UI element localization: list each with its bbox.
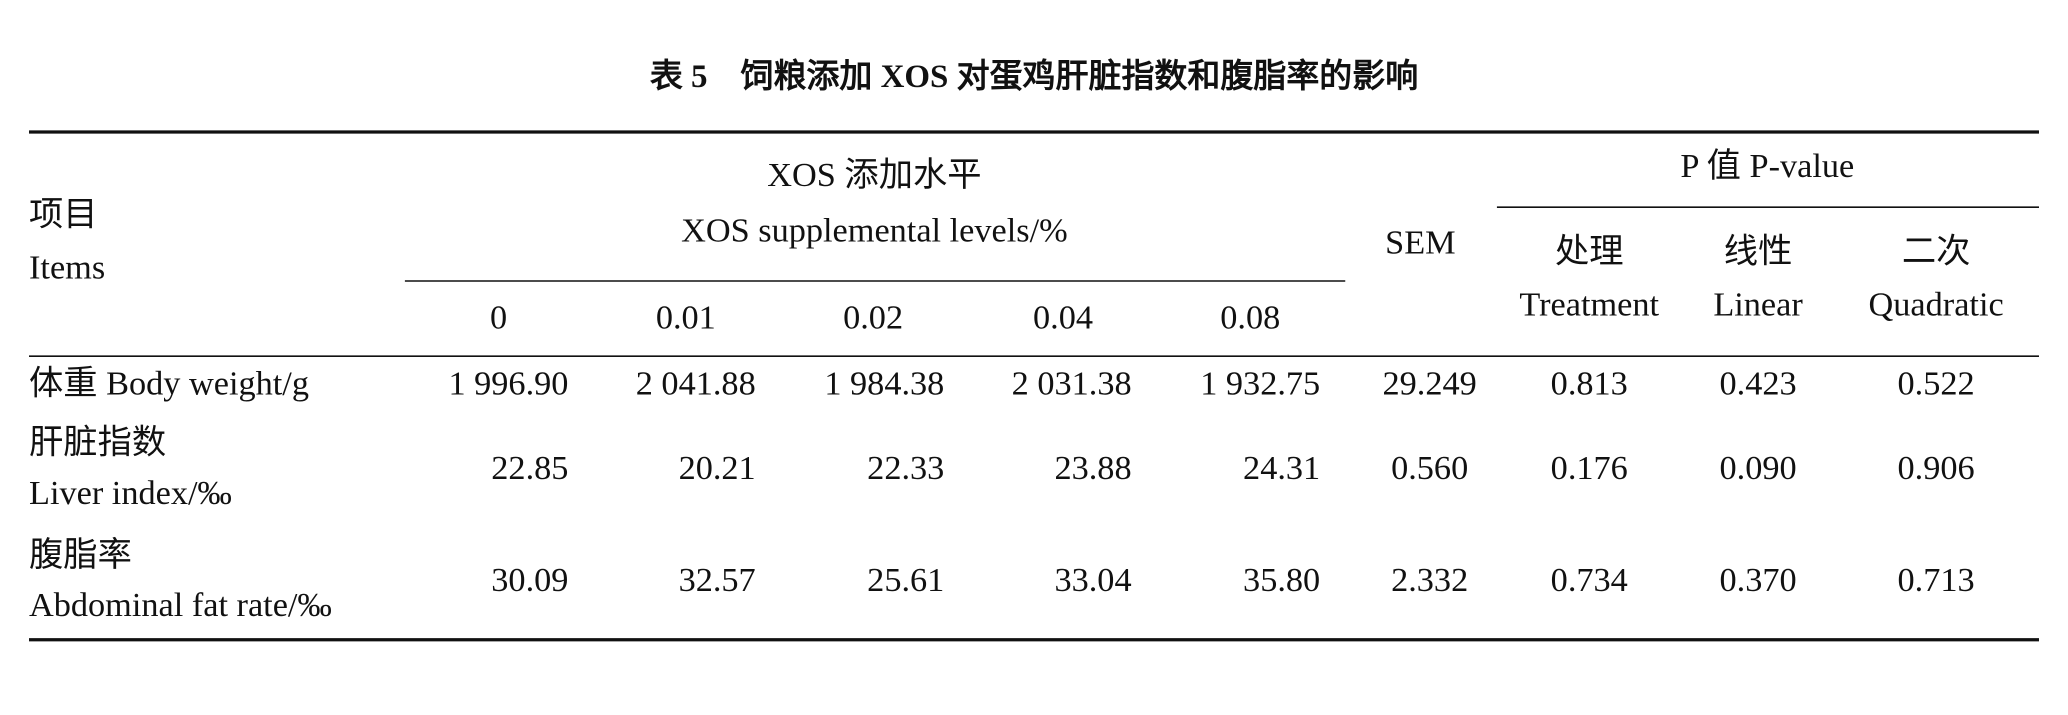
cell: 1 932.75 [1200,364,1320,402]
header-cell: SEM [1385,223,1456,261]
header-cell: Items [29,248,105,286]
row-label: 体重 Body weight/g [29,364,309,402]
cell: 0.370 [1719,561,1796,599]
cell: 33.04 [1054,561,1131,599]
header-cell: 0.08 [1220,298,1280,336]
cell: 24.31 [1243,449,1320,487]
cell: 2 041.88 [636,364,756,402]
row-label: 肝脏指数 [29,424,166,462]
header-cell: Quadratic [1869,285,2004,323]
cell: 0.423 [1719,364,1796,402]
cell: 2.332 [1391,561,1468,599]
header-cell: 0.02 [843,298,903,336]
cell: 23.88 [1054,449,1131,487]
header-cell: XOS 添加水平 [767,156,981,194]
cell: 0.813 [1551,364,1628,402]
cell: 32.57 [679,561,756,599]
header-cell: XOS supplemental levels/% [681,211,1068,249]
cell: 0.522 [1898,364,1975,402]
header-cell: 处理 [1555,233,1624,271]
cell: 22.85 [491,449,568,487]
cell: 22.33 [867,449,944,487]
cell: 0.713 [1898,561,1975,599]
cell: 35.80 [1243,561,1320,599]
header-cell: 线性 [1724,233,1793,271]
cell: 0.090 [1719,449,1796,487]
cell: 0.560 [1391,449,1468,487]
cell: 30.09 [491,561,568,599]
cell: 29.249 [1383,364,1477,402]
header-cell: 0.04 [1033,298,1093,336]
header-cell: 二次 [1902,233,1971,271]
header-cell: Treatment [1519,285,1659,323]
row-label: Liver index/‰ [29,474,232,512]
cell: 1 984.38 [824,364,944,402]
cell: 0.734 [1551,561,1628,599]
cell: 25.61 [867,561,944,599]
cell: 0.176 [1551,449,1628,487]
header-cell: 项目 [29,196,98,234]
header-cell: 0 [490,298,507,336]
header-cell: P 值 P-value [1680,147,1854,185]
row-label: Abdominal fat rate/‰ [29,586,332,624]
header-cell: Linear [1713,285,1803,323]
table-title: 表 5 饲粮添加 XOS 对蛋鸡肝脏指数和腹脂率的影响 [650,58,1418,95]
cell: 0.906 [1898,449,1975,487]
cell: 1 996.90 [448,364,568,402]
row-label: 腹脂率 [29,536,132,574]
cell: 2 031.38 [1012,364,1132,402]
header-cell: 0.01 [656,298,716,336]
cell: 20.21 [679,449,756,487]
